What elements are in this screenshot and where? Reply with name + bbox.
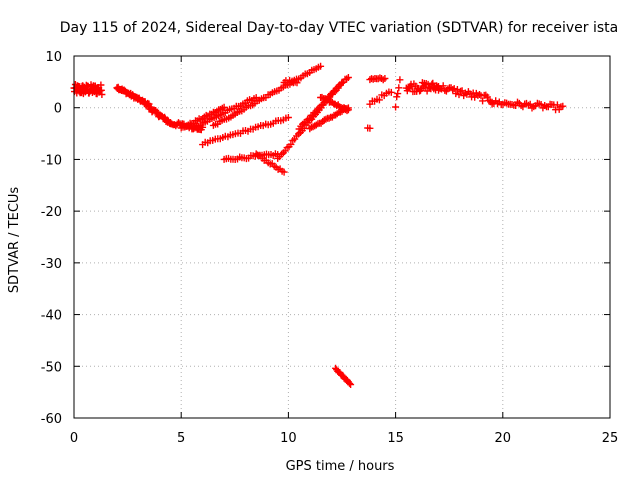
data-point-rising-tracks bbox=[287, 140, 295, 148]
data-point-late-band bbox=[455, 91, 463, 99]
y-tick-label: -50 bbox=[41, 360, 62, 375]
data-point-rising-tracks bbox=[220, 103, 228, 111]
data-point-late-band bbox=[438, 85, 446, 93]
x-tick-label: 10 bbox=[280, 431, 297, 446]
data-point-rising-tracks bbox=[322, 115, 330, 123]
data-point-small-clusters bbox=[375, 96, 383, 104]
x-tick-label: 15 bbox=[387, 431, 404, 446]
data-point-late-band bbox=[453, 86, 461, 93]
y-tick-label: -40 bbox=[41, 309, 62, 324]
data-point-rising-tracks bbox=[343, 75, 351, 83]
y-axis-label: SDTVAR / TECUs bbox=[7, 187, 22, 294]
data-point-small-clusters bbox=[387, 88, 395, 96]
data-point-rising-tracks bbox=[343, 107, 351, 115]
data-point-late-band bbox=[439, 82, 447, 90]
data-point-late-band bbox=[435, 86, 442, 94]
data-point-rising-tracks bbox=[344, 106, 352, 114]
data-point-late-band bbox=[452, 90, 460, 98]
data-point-late-band bbox=[479, 97, 487, 105]
y-tick-label: 10 bbox=[45, 50, 62, 65]
chart-title: Day 115 of 2024, Sidereal Day-to-day VTE… bbox=[60, 20, 618, 36]
data-point-small-clusters bbox=[381, 75, 389, 82]
y-tick-label: -20 bbox=[41, 205, 62, 220]
data-point-late-band bbox=[559, 102, 567, 110]
data-point-rising-tracks bbox=[325, 114, 333, 122]
data-point-small-clusters bbox=[392, 103, 400, 111]
data-point-rising-tracks bbox=[284, 114, 292, 121]
data-point-small-clusters bbox=[396, 76, 404, 84]
data-point-late-band bbox=[450, 85, 458, 93]
y-tick-label: -60 bbox=[41, 412, 62, 427]
data-point-rising-tracks bbox=[280, 168, 288, 176]
data-point-small-clusters bbox=[366, 124, 374, 132]
x-tick-label: 20 bbox=[495, 431, 512, 446]
x-tick-label: 25 bbox=[602, 431, 619, 446]
x-axis-label: GPS time / hours bbox=[286, 459, 395, 474]
data-point-rising-tracks bbox=[317, 62, 325, 70]
x-tick-label: 5 bbox=[177, 431, 185, 446]
data-point-start-cluster bbox=[98, 91, 106, 98]
data-point-late-band bbox=[483, 93, 491, 101]
data-point-small-clusters bbox=[394, 90, 402, 98]
data-point-small-clusters bbox=[395, 84, 403, 92]
data-point-rising-tracks bbox=[320, 116, 328, 124]
data-points bbox=[70, 62, 567, 388]
data-point-small-clusters bbox=[393, 93, 401, 101]
data-point-late-band bbox=[526, 100, 534, 108]
x-tick-label: 0 bbox=[70, 431, 78, 446]
data-point-small-clusters bbox=[293, 79, 301, 87]
y-tick-label: -10 bbox=[41, 153, 62, 168]
y-tick-label: -30 bbox=[41, 257, 62, 272]
data-point-late-band bbox=[476, 91, 483, 98]
data-point-rising-tracks bbox=[344, 74, 352, 81]
data-point-outlier bbox=[346, 379, 353, 387]
plot-area-frame bbox=[73, 55, 611, 419]
data-point-outlier bbox=[347, 381, 355, 388]
data-point-late-band bbox=[461, 89, 469, 97]
data-point-late-band bbox=[553, 101, 561, 109]
y-tick-label: 0 bbox=[54, 102, 62, 117]
axis-ticks: 0 5 10 15 20 25 -60 -50 -40 -30 -20 -10 0 10 bbox=[41, 50, 619, 446]
